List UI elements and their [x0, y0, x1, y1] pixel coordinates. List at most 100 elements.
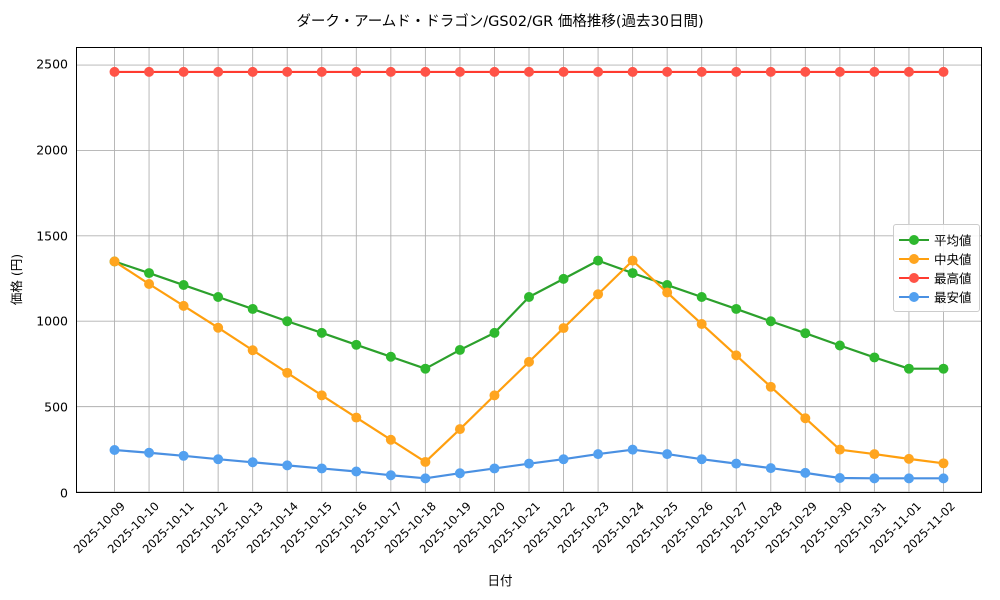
plot-area — [76, 47, 982, 493]
data-point-marker — [420, 456, 431, 467]
y-tick-label: 0 — [60, 485, 68, 501]
data-point-marker — [109, 445, 120, 455]
data-point-marker — [662, 287, 673, 298]
data-point-marker — [731, 458, 742, 469]
data-point-marker — [558, 323, 569, 334]
data-point-marker — [800, 467, 811, 478]
data-point-marker — [800, 66, 811, 77]
data-point-marker — [385, 470, 396, 481]
data-point-marker — [282, 367, 293, 378]
data-point-marker — [282, 460, 293, 471]
data-point-marker — [765, 66, 776, 77]
legend-label: 最高値 — [934, 271, 972, 286]
data-point-marker — [351, 66, 362, 77]
data-point-marker — [351, 412, 362, 423]
data-point-marker — [144, 279, 155, 289]
chart-title: ダーク・アームド・ドラゴン/GS02/GR 価格推移(過去30日間) — [296, 14, 704, 30]
x-axis-label: 日付 — [487, 573, 513, 588]
data-point-marker — [454, 468, 465, 479]
data-point-marker — [834, 444, 845, 455]
data-point-marker — [765, 463, 776, 474]
data-point-marker — [834, 340, 845, 351]
legend-swatch-icon — [899, 233, 929, 247]
data-point-marker — [109, 256, 120, 267]
data-point-marker — [800, 413, 811, 424]
data-point-marker — [558, 66, 569, 77]
data-point-marker — [247, 66, 258, 77]
legend-swatch-icon — [899, 290, 929, 304]
legend-item-3[interactable]: 最高値 — [899, 268, 972, 287]
data-point-marker — [765, 381, 776, 392]
data-point-marker — [247, 303, 258, 314]
legend-marker-icon — [909, 234, 919, 245]
data-point-marker — [765, 316, 776, 327]
data-point-marker — [316, 390, 327, 401]
data-point-marker — [696, 66, 707, 77]
data-point-marker — [385, 434, 396, 445]
data-point-marker — [869, 473, 880, 484]
data-point-marker — [454, 344, 465, 355]
legend-label: 平均値 — [934, 233, 972, 248]
legend-swatch-icon — [899, 252, 929, 266]
legend-marker-icon — [909, 253, 919, 264]
data-point-marker — [351, 339, 362, 350]
y-tick-label: 2000 — [36, 142, 68, 158]
data-point-marker — [938, 66, 949, 77]
legend-marker-icon — [909, 272, 919, 283]
legend-item-4[interactable]: 最安値 — [899, 287, 972, 306]
data-point-marker — [282, 66, 293, 77]
plot-svg — [77, 48, 981, 492]
data-point-marker — [558, 454, 569, 465]
y-tick-label: 500 — [44, 399, 68, 415]
data-point-marker — [593, 255, 604, 266]
data-point-marker — [903, 363, 914, 374]
data-point-marker — [869, 352, 880, 363]
legend-item-1[interactable]: 平均値 — [899, 230, 972, 249]
data-point-marker — [731, 303, 742, 314]
data-point-marker — [524, 356, 534, 367]
data-point-marker — [662, 66, 673, 77]
y-axis-tick-labels: 0 500 1000 1500 2000 2500 — [0, 0, 68, 600]
data-point-marker — [489, 463, 500, 474]
data-point-marker — [903, 453, 914, 464]
data-point-marker — [731, 350, 742, 361]
data-point-marker — [385, 66, 396, 77]
data-point-marker — [524, 292, 534, 302]
data-point-marker — [627, 255, 638, 266]
data-point-marker — [144, 268, 155, 279]
data-point-marker — [489, 327, 500, 338]
legend-item-2[interactable]: 中央値 — [899, 249, 972, 268]
data-point-marker — [420, 473, 431, 484]
chart-legend: 平均値 中央値最高値 最安値 — [893, 224, 980, 312]
data-point-marker — [351, 466, 362, 477]
data-point-marker — [627, 444, 638, 455]
data-point-marker — [593, 449, 604, 460]
data-point-marker — [938, 473, 949, 484]
data-point-marker — [524, 66, 534, 77]
y-tick-label: 1500 — [36, 228, 68, 244]
data-point-marker — [938, 458, 949, 469]
data-point-marker — [247, 457, 258, 468]
data-point-marker — [316, 66, 327, 77]
data-point-marker — [109, 66, 120, 77]
data-point-marker — [903, 66, 914, 77]
y-tick-label: 2500 — [36, 56, 68, 72]
data-point-marker — [627, 268, 638, 279]
data-point-marker — [144, 447, 155, 458]
series-3 — [109, 66, 949, 77]
data-point-marker — [834, 66, 845, 77]
data-point-marker — [178, 66, 189, 77]
data-point-marker — [247, 345, 258, 356]
data-point-marker — [627, 66, 638, 77]
series-2 — [109, 255, 949, 469]
series-4 — [109, 444, 949, 484]
data-point-marker — [385, 351, 396, 362]
data-point-marker — [454, 66, 465, 77]
data-point-marker — [213, 292, 224, 302]
data-point-marker — [558, 273, 569, 284]
data-point-marker — [178, 280, 189, 291]
data-point-marker — [696, 318, 707, 329]
y-tick-label: 1000 — [36, 313, 68, 329]
data-point-marker — [144, 66, 155, 77]
